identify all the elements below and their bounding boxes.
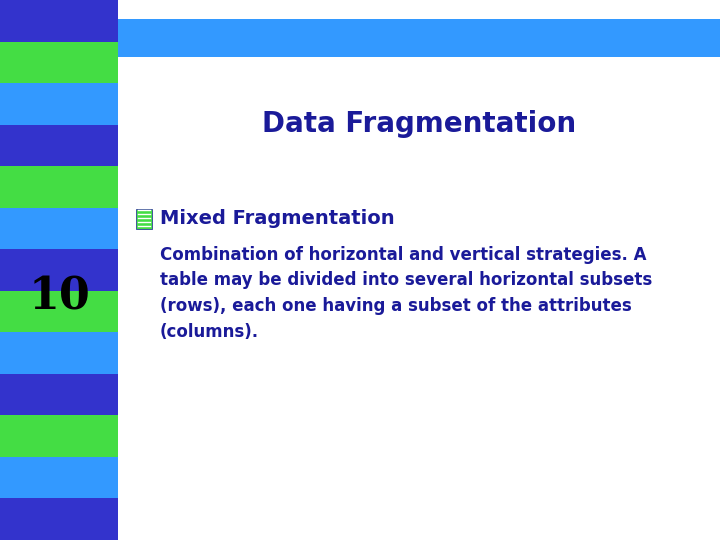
Bar: [0, 415, 118, 457]
Bar: [0, 249, 118, 291]
Text: 10: 10: [28, 275, 90, 319]
Bar: [0, 498, 118, 540]
Bar: [0, 0, 118, 42]
Bar: [0, 374, 118, 415]
Bar: [0, 166, 118, 208]
Bar: [0, 83, 118, 125]
Bar: [0, 42, 118, 83]
Bar: [0, 291, 118, 332]
Bar: [118, 57, 720, 540]
Text: Mixed Fragmentation: Mixed Fragmentation: [160, 209, 395, 228]
Bar: [0, 332, 118, 374]
Text: Combination of horizontal and vertical strategies. A
table may be divided into s: Combination of horizontal and vertical s…: [160, 246, 652, 341]
Bar: [0, 457, 118, 498]
Bar: [118, 19, 720, 57]
Bar: [0, 208, 118, 249]
Bar: [0, 125, 118, 166]
Bar: [136, 208, 152, 229]
Text: Data Fragmentation: Data Fragmentation: [262, 110, 576, 138]
